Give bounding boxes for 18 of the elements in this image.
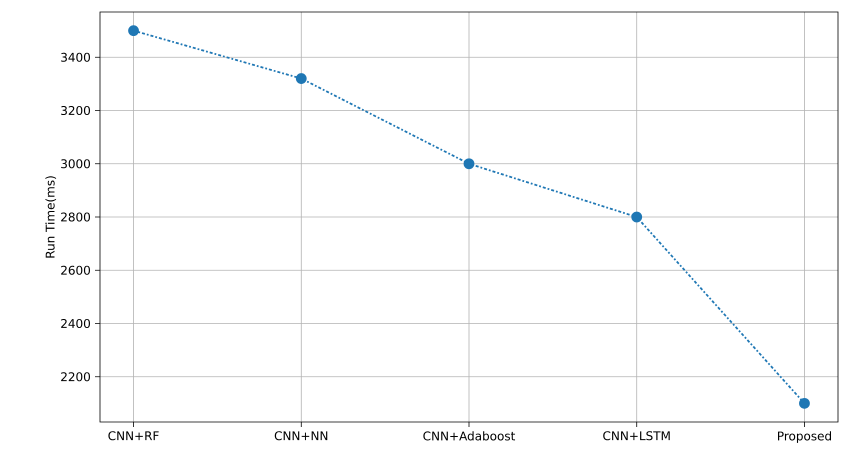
x-tick-label: CNN+Adaboost — [423, 431, 516, 440]
point — [799, 398, 810, 409]
point — [464, 158, 474, 170]
y-tick-label: 2800 — [61, 212, 90, 222]
x-tick-label: Proposed — [778, 431, 831, 443]
y-tick-label: 2400 — [61, 318, 90, 328]
x-tick-label: CNN+LSTM — [603, 431, 670, 440]
y-tick-label: 2200 — [61, 372, 90, 382]
y-tick-label: 2600 — [61, 266, 90, 275]
y-tick-label: 3200 — [61, 106, 90, 116]
point — [296, 73, 307, 84]
point — [631, 212, 642, 222]
y-axis-title: Run Time(ms) — [45, 176, 56, 258]
y-tick-label: 3000 — [61, 159, 90, 168]
x-tick-label: CNN+RF — [108, 431, 159, 440]
x-tick-label: CNN+NN — [274, 431, 328, 440]
point — [128, 25, 139, 36]
y-tick-label: 3400 — [61, 52, 90, 62]
